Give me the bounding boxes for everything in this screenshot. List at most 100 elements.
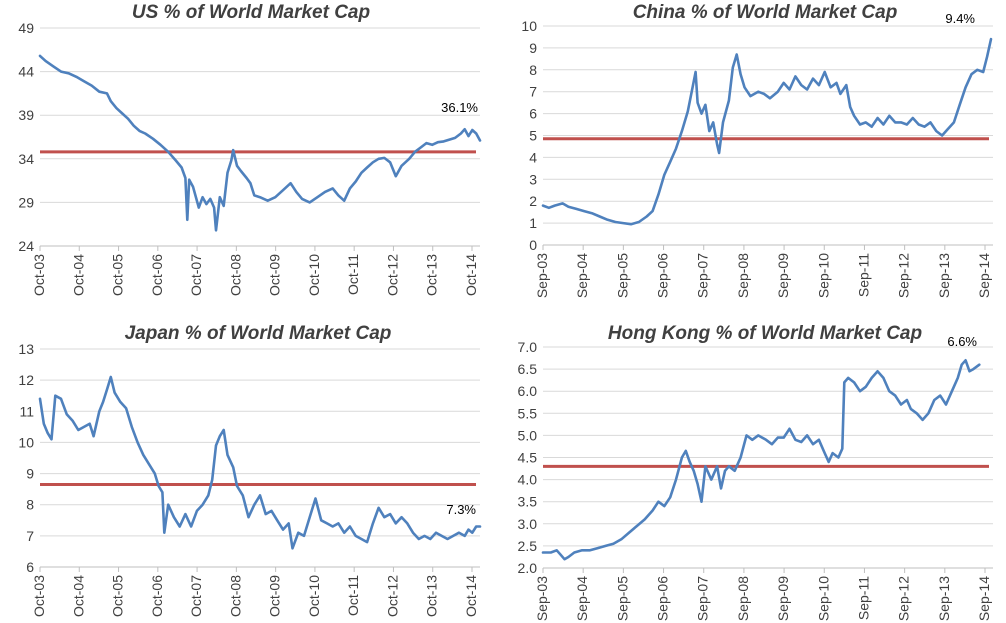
end-value-label: 7.3% <box>446 502 476 517</box>
x-tick-label: Oct-09 <box>267 575 283 617</box>
y-tick-label: 4.0 <box>518 472 538 488</box>
y-tick-label: 10 <box>521 18 537 34</box>
y-tick-label: 3 <box>529 171 537 187</box>
y-tick-label: 0 <box>529 237 537 253</box>
y-tick-label: 2.0 <box>518 560 538 576</box>
x-tick-label: Sep-06 <box>655 253 671 298</box>
x-tick-label: Oct-12 <box>384 575 400 617</box>
x-tick-label: Oct-04 <box>70 254 86 296</box>
y-tick-label: 7.0 <box>518 339 538 355</box>
x-tick-label: Sep-10 <box>815 576 831 621</box>
y-tick-label: 8 <box>26 497 34 513</box>
chart-title: China % of World Market Cap <box>633 2 898 23</box>
x-tick-label: Oct-08 <box>227 254 243 296</box>
x-tick-label: Sep-09 <box>775 576 791 621</box>
x-tick-label: Oct-03 <box>31 575 47 617</box>
series-line <box>541 37 993 226</box>
y-tick-label: 8 <box>529 62 537 78</box>
chart-panel-2: China % of World Market Cap 0 1 2 3 4 5 6 7 8 9 10 S… <box>521 2 993 298</box>
y-tick-label: 49 <box>18 20 34 36</box>
y-tick-label: 5.5 <box>518 405 538 421</box>
x-tick-label: Sep-14 <box>976 576 992 621</box>
y-tick-label: 2 <box>529 193 537 209</box>
x-tick-label: Oct-10 <box>306 254 322 296</box>
y-tick-label: 10 <box>18 434 34 450</box>
y-tick-label: 6.0 <box>518 383 538 399</box>
y-tick-label: 4 <box>529 149 537 165</box>
end-value-label: 6.6% <box>947 334 977 349</box>
y-tick-label: 4.5 <box>518 450 538 466</box>
y-tick-label: 9 <box>26 466 34 482</box>
end-value-label: 9.4% <box>945 11 975 26</box>
y-tick-label: 12 <box>18 372 34 388</box>
x-tick-label: Oct-07 <box>188 254 204 296</box>
chart-title: Hong Kong % of World Market Cap <box>608 323 922 344</box>
x-tick-label: Oct-03 <box>31 254 47 296</box>
x-tick-label: Sep-03 <box>534 576 550 621</box>
y-tick-label: 3.0 <box>518 516 538 532</box>
x-tick-label: Sep-04 <box>574 576 590 621</box>
x-tick-label: Oct-10 <box>306 575 322 617</box>
y-tick-label: 9 <box>529 40 537 56</box>
x-tick-label: Sep-04 <box>574 253 590 298</box>
x-tick-label: Oct-06 <box>149 575 165 617</box>
x-tick-label: Oct-14 <box>463 254 479 296</box>
x-tick-label: Oct-11 <box>345 575 361 616</box>
x-tick-label: Sep-13 <box>936 253 952 298</box>
chart-panel-3: Japan % of World Market Cap 6 7 8 9 10 11 12 13 O… <box>18 323 482 617</box>
y-tick-label: 6.5 <box>518 361 538 377</box>
y-tick-label: 7 <box>529 84 537 100</box>
x-tick-label: Sep-08 <box>735 576 751 621</box>
x-tick-label: Sep-12 <box>896 576 912 621</box>
x-tick-label: Oct-08 <box>227 575 243 617</box>
y-tick-label: 3.5 <box>518 494 538 510</box>
x-tick-label: Sep-05 <box>614 253 630 298</box>
chart-title: US % of World Market Cap <box>132 2 370 23</box>
series-line <box>38 375 482 550</box>
x-tick-label: Oct-05 <box>110 254 126 296</box>
x-tick-label: Oct-04 <box>70 575 86 617</box>
x-tick-label: Sep-05 <box>614 576 630 621</box>
y-tick-label: 6 <box>26 559 34 575</box>
x-tick-label: Sep-12 <box>896 253 912 298</box>
x-tick-label: Oct-09 <box>267 254 283 296</box>
end-value-label: 36.1% <box>441 100 478 115</box>
y-tick-label: 34 <box>18 151 34 167</box>
x-tick-label: Oct-13 <box>424 575 440 617</box>
chart-title: Japan % of World Market Cap <box>125 323 392 344</box>
x-tick-label: Sep-08 <box>735 253 751 298</box>
y-tick-label: 1 <box>529 215 537 231</box>
y-tick-label: 7 <box>26 528 34 544</box>
x-tick-label: Oct-11 <box>345 254 361 295</box>
y-tick-label: 13 <box>18 341 34 357</box>
y-tick-label: 6 <box>529 106 537 122</box>
y-tick-label: 44 <box>18 64 34 80</box>
x-tick-label: Sep-06 <box>655 576 671 621</box>
x-tick-label: Oct-12 <box>384 254 400 296</box>
x-tick-label: Sep-14 <box>976 253 992 298</box>
x-tick-label: Sep-10 <box>815 253 831 298</box>
series-line <box>38 54 482 232</box>
x-tick-label: Oct-06 <box>149 254 165 296</box>
y-tick-label: 5 <box>529 128 537 144</box>
x-tick-label: Sep-11 <box>855 253 871 297</box>
x-tick-label: Sep-07 <box>695 576 711 621</box>
x-tick-label: Sep-13 <box>936 576 952 621</box>
x-tick-label: Sep-03 <box>534 253 550 298</box>
y-tick-label: 5.0 <box>518 427 538 443</box>
chart-panel-4: Hong Kong % of World Market Cap 2.0 2.5 3.0… <box>518 323 993 621</box>
x-tick-label: Sep-11 <box>855 576 871 620</box>
x-tick-label: Sep-07 <box>695 253 711 298</box>
y-tick-label: 2.5 <box>518 538 538 554</box>
y-tick-label: 24 <box>18 238 34 254</box>
y-tick-label: 39 <box>18 107 34 123</box>
x-tick-label: Oct-07 <box>188 575 204 617</box>
chart-panel-1: US % of World Market Cap 24 29 34 39 44 49 Oct-… <box>18 2 482 296</box>
x-tick-label: Sep-09 <box>775 253 791 298</box>
y-tick-label: 29 <box>18 194 34 210</box>
x-tick-label: Oct-14 <box>463 575 479 617</box>
x-tick-label: Oct-05 <box>110 575 126 617</box>
y-tick-label: 11 <box>19 403 34 419</box>
series-line <box>541 359 981 561</box>
